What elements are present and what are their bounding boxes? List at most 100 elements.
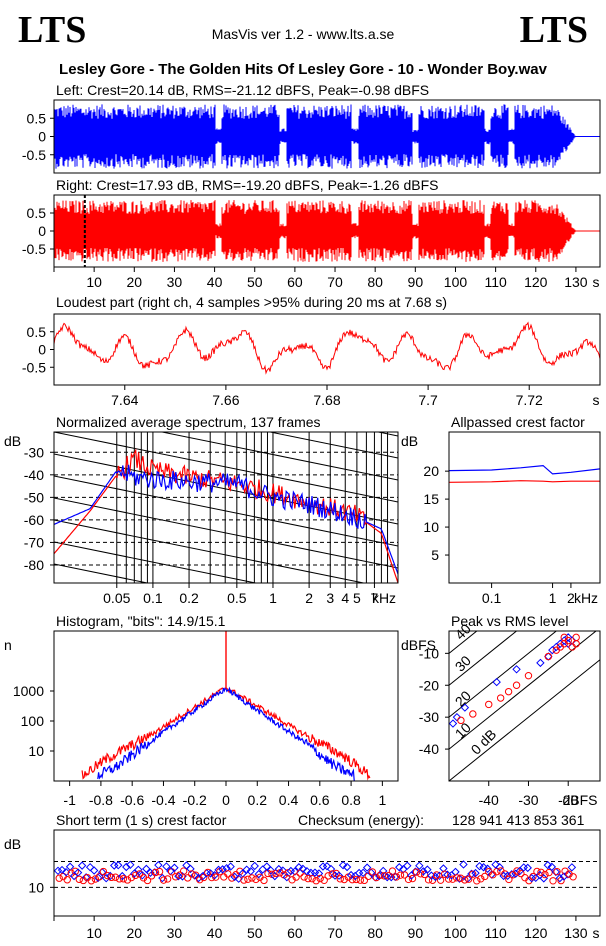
red-point xyxy=(356,876,365,884)
red-point xyxy=(252,875,260,884)
blue-point xyxy=(378,866,388,876)
blue-point xyxy=(419,867,428,876)
blue-point xyxy=(483,864,492,873)
blue-point xyxy=(439,864,448,873)
blue-point xyxy=(403,861,412,870)
red-point xyxy=(55,874,63,882)
blue-point xyxy=(314,869,324,878)
left-waveform-plot xyxy=(54,104,600,169)
red-point xyxy=(481,872,489,881)
red-point xyxy=(380,872,389,880)
blue-point xyxy=(318,862,328,871)
blue-point xyxy=(250,861,259,871)
allpassed-crest-title: Allpassed crest factor xyxy=(451,414,585,430)
blue-point xyxy=(162,862,171,871)
x-tick-label: -1 xyxy=(63,792,76,808)
x-tick-label: 120 xyxy=(524,925,548,941)
x-tick-label: 110 xyxy=(484,925,507,941)
red-point xyxy=(183,874,192,882)
y-tick-label: -0.5 xyxy=(22,147,46,163)
x-tick-label: 60 xyxy=(287,925,303,941)
y-tick-label: -20 xyxy=(419,677,439,693)
red-point xyxy=(569,873,577,881)
red-point xyxy=(461,876,469,884)
y-tick-label: -0.5 xyxy=(22,359,46,375)
red-point xyxy=(212,873,220,881)
blue-point xyxy=(178,872,187,881)
blue-point xyxy=(278,866,288,875)
red-point xyxy=(572,633,580,642)
red-point xyxy=(123,876,132,884)
slope-line xyxy=(54,718,398,788)
red-point xyxy=(545,868,553,877)
red-point xyxy=(564,636,572,645)
x-tick-label: 90 xyxy=(408,925,424,941)
blue-point xyxy=(471,868,480,878)
x-tick-label: 2 xyxy=(305,590,313,606)
x-tick-label: 130 xyxy=(564,925,588,941)
blue-point xyxy=(170,863,179,872)
red-point xyxy=(143,876,152,885)
y-tick-label: -0.5 xyxy=(22,241,46,257)
blue-point xyxy=(306,868,316,878)
x-tick-label: 7 xyxy=(371,590,379,606)
y-tick-label: -40 xyxy=(419,741,439,757)
crest-diagonal xyxy=(449,631,558,718)
red-point xyxy=(119,875,128,883)
y-tick-label: 0 xyxy=(38,223,46,239)
x-axis-label: dBFS xyxy=(562,792,597,808)
allpassed-crest-frame xyxy=(448,431,601,584)
x-tick-label: -0.8 xyxy=(89,792,113,808)
y-axis-label: dB xyxy=(4,836,21,852)
x-tick-label: -0.6 xyxy=(120,792,144,808)
y-tick-label: 5 xyxy=(431,547,439,563)
x-tick-label: 80 xyxy=(367,925,383,941)
red-histogram-line xyxy=(81,687,371,781)
short-term-crest-title: Short term (1 s) crest factor xyxy=(56,812,227,828)
red-point xyxy=(308,874,316,883)
blue-point xyxy=(294,863,304,872)
red-point xyxy=(316,874,324,883)
y-tick-label: 0.5 xyxy=(27,110,47,126)
y-tick-label: -50 xyxy=(24,489,44,505)
x-tick-label: -0.4 xyxy=(151,792,175,808)
blue-point xyxy=(126,860,135,870)
red-point xyxy=(107,873,116,882)
red-point xyxy=(396,871,405,879)
red-point xyxy=(71,867,79,876)
x-tick-label: 70 xyxy=(327,274,343,290)
red-point xyxy=(529,872,537,881)
red-point xyxy=(473,877,481,885)
blue-point xyxy=(452,712,462,722)
spectrum-plot xyxy=(54,432,398,788)
blue-point xyxy=(415,861,424,870)
blue-point xyxy=(222,863,231,873)
x-unit-label: s xyxy=(593,392,600,408)
y-tick-label: -60 xyxy=(24,512,44,528)
red-point xyxy=(292,873,300,881)
blue-point xyxy=(89,866,99,875)
x-tick-label: 30 xyxy=(167,925,183,941)
x-tick-label: 100 xyxy=(444,925,468,941)
blue-point xyxy=(358,868,368,878)
x-tick-label: 40 xyxy=(207,925,223,941)
blue-point xyxy=(326,864,336,874)
blue-point xyxy=(491,860,500,869)
red-point xyxy=(537,868,545,876)
x-tick-label: 7.72 xyxy=(516,392,543,408)
blue-point xyxy=(85,862,95,872)
red-point xyxy=(553,867,561,876)
blue-point xyxy=(53,866,63,876)
blue-point xyxy=(154,860,163,870)
red-point xyxy=(99,867,108,876)
red-point xyxy=(440,870,449,878)
x-tick-label: 50 xyxy=(247,925,263,941)
red-point xyxy=(175,871,184,879)
red-spectrum-line xyxy=(54,448,398,583)
red-point xyxy=(392,873,401,881)
red-point xyxy=(151,868,160,877)
red-point xyxy=(75,875,83,884)
x-tick-label: 7.68 xyxy=(313,392,340,408)
slope-line xyxy=(54,432,398,503)
blue-point xyxy=(334,871,344,880)
